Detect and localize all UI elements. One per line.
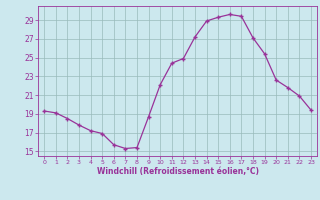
X-axis label: Windchill (Refroidissement éolien,°C): Windchill (Refroidissement éolien,°C): [97, 167, 259, 176]
